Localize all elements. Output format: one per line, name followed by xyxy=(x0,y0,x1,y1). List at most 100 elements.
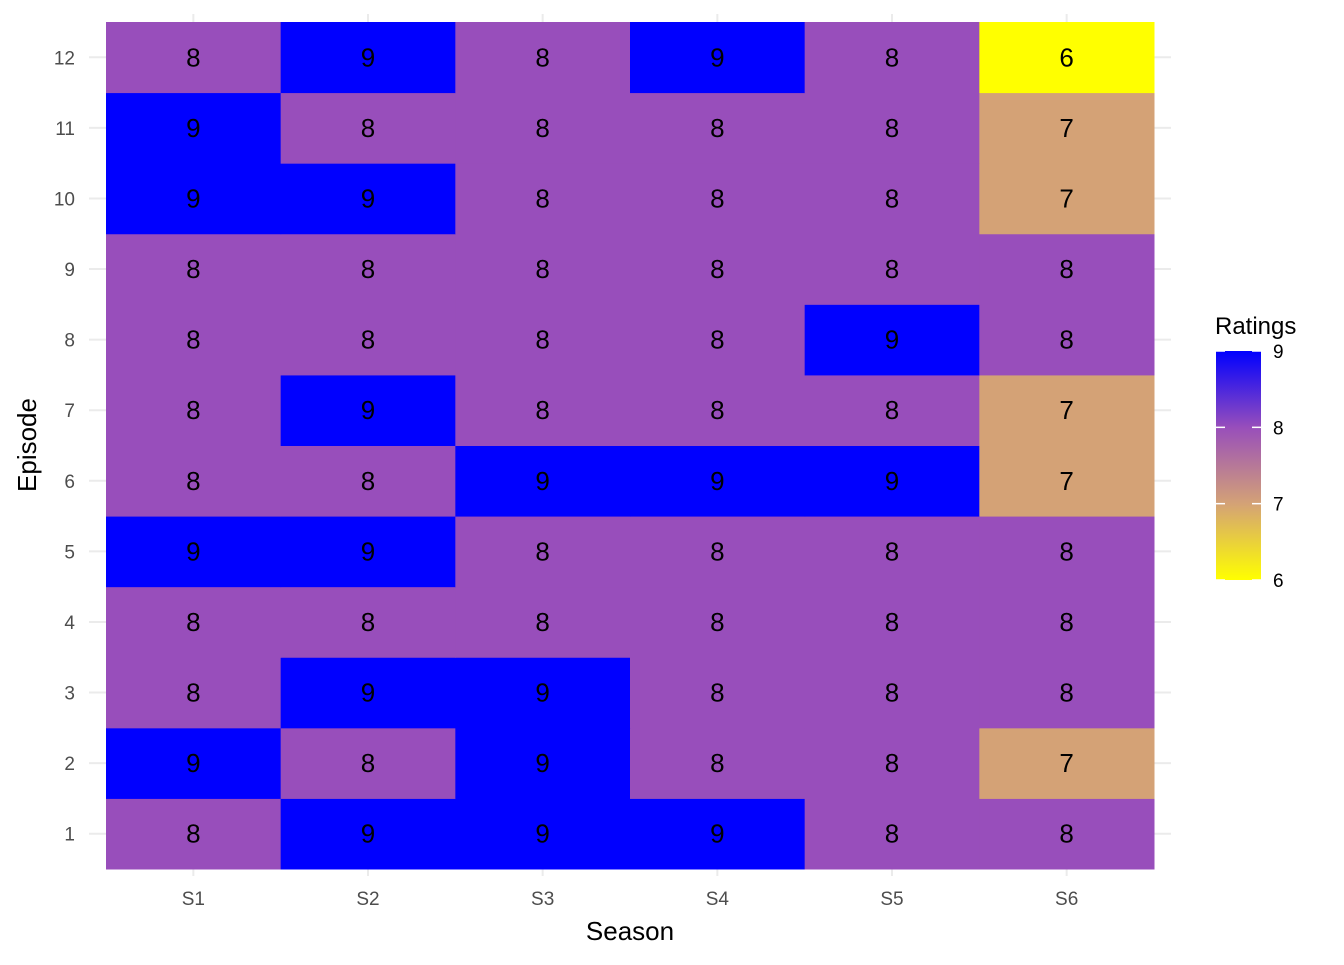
heatmap-cell xyxy=(979,657,1155,729)
legend-tick-label: 7 xyxy=(1273,495,1284,516)
y-tick-label: 2 xyxy=(64,754,75,775)
cell-value-label: 9 xyxy=(361,395,375,425)
heatmap-cell xyxy=(630,586,806,658)
heatmap-cell xyxy=(280,304,456,376)
heatmap-cell xyxy=(804,798,980,870)
heatmap-cell xyxy=(979,22,1155,94)
heatmap-cell xyxy=(630,22,806,94)
cell-value-label: 8 xyxy=(710,748,724,778)
heatmap-cell xyxy=(106,233,282,305)
heatmap-cell xyxy=(979,727,1155,799)
cell-value-label: 8 xyxy=(186,254,200,284)
cell-value-label: 8 xyxy=(1059,536,1073,566)
x-tick-label: S4 xyxy=(706,889,730,910)
cell-value-label: 7 xyxy=(1059,466,1073,496)
heatmap-cell xyxy=(804,92,980,164)
y-tick-label: 10 xyxy=(54,189,75,210)
heatmap-cell xyxy=(630,92,806,164)
heatmap-cell xyxy=(106,727,282,799)
cell-value-label: 8 xyxy=(361,466,375,496)
cell-value-label: 7 xyxy=(1059,113,1073,143)
heatmap-cell xyxy=(979,92,1155,164)
heatmap-cell xyxy=(979,233,1155,305)
cell-value-label: 6 xyxy=(1059,42,1073,72)
cell-value-label: 8 xyxy=(885,536,899,566)
heatmap-cell xyxy=(280,233,456,305)
heatmap-cell xyxy=(804,374,980,446)
x-tick-label: S2 xyxy=(356,889,379,910)
heatmap-cell xyxy=(280,727,456,799)
heatmap-cell xyxy=(804,22,980,94)
heatmap-cell xyxy=(280,92,456,164)
heatmap-cell xyxy=(455,92,631,164)
heatmap-cell xyxy=(280,445,456,517)
heatmap-cell xyxy=(106,445,282,517)
cell-value-label: 9 xyxy=(186,113,200,143)
cell-value-label: 8 xyxy=(885,183,899,213)
cell-value-label: 8 xyxy=(1059,254,1073,284)
legend-tick-label: 8 xyxy=(1273,418,1284,439)
heatmap-cell xyxy=(280,374,456,446)
x-tick-label: S5 xyxy=(880,889,903,910)
heatmap-cell xyxy=(630,445,806,517)
heatmap-cell xyxy=(804,163,980,235)
cell-value-label: 9 xyxy=(361,819,375,849)
heatmap-cell xyxy=(630,163,806,235)
heatmap-cell xyxy=(455,374,631,446)
heatmap-cell xyxy=(979,798,1155,870)
y-tick-label: 8 xyxy=(64,331,75,352)
legend-ticks: 6 7 8 9 xyxy=(1216,342,1284,592)
legend: Ratings 6 7 8 9 xyxy=(1215,313,1296,592)
heatmap-cell xyxy=(804,516,980,588)
heatmap-cell xyxy=(280,163,456,235)
cell-value-label: 8 xyxy=(535,42,549,72)
heatmap-cell xyxy=(455,233,631,305)
cell-value-label: 9 xyxy=(361,536,375,566)
heatmap-cell xyxy=(979,516,1155,588)
heatmap-cell xyxy=(455,445,631,517)
cell-value-label: 8 xyxy=(710,607,724,637)
cell-value-label: 7 xyxy=(1059,395,1073,425)
legend-title: Ratings xyxy=(1215,313,1296,340)
cell-value-label: 9 xyxy=(361,42,375,72)
y-tick-label: 9 xyxy=(64,260,75,281)
heatmap-cell xyxy=(106,657,282,729)
x-tick-label: S3 xyxy=(531,889,554,910)
heatmap-cell xyxy=(804,586,980,658)
heatmap-cell xyxy=(804,445,980,517)
cell-value-label: 9 xyxy=(361,183,375,213)
cell-value-label: 8 xyxy=(1059,325,1073,355)
y-tick-label: 6 xyxy=(64,472,75,493)
heatmap-cell xyxy=(280,586,456,658)
legend-tick-label: 9 xyxy=(1273,342,1284,363)
x-tick-label: S1 xyxy=(182,889,205,910)
cell-value-label: 9 xyxy=(186,748,200,778)
cell-value-label: 8 xyxy=(710,395,724,425)
x-tick-label: S6 xyxy=(1055,889,1078,910)
y-tick-label: 1 xyxy=(64,825,75,846)
heatmap-cell xyxy=(280,22,456,94)
heatmap-cell xyxy=(455,304,631,376)
cell-value-label: 9 xyxy=(535,466,549,496)
cell-value-label: 9 xyxy=(186,536,200,566)
cell-value-label: 8 xyxy=(186,42,200,72)
y-tick-label: 11 xyxy=(55,119,75,140)
cell-value-label: 8 xyxy=(885,819,899,849)
heatmap-cell xyxy=(804,657,980,729)
y-tick-label: 5 xyxy=(64,542,75,563)
cell-value-label: 8 xyxy=(710,183,724,213)
cell-value-label: 8 xyxy=(361,325,375,355)
heatmap-cell xyxy=(630,374,806,446)
x-axis-title: Season xyxy=(586,916,674,946)
heatmap-cell xyxy=(280,798,456,870)
cell-value-label: 8 xyxy=(885,395,899,425)
cell-value-label: 9 xyxy=(535,819,549,849)
heatmap-cell xyxy=(630,657,806,729)
cell-value-label: 8 xyxy=(1059,819,1073,849)
cell-value-label: 8 xyxy=(535,183,549,213)
cell-value-label: 8 xyxy=(186,395,200,425)
y-tick-label: 3 xyxy=(64,684,75,705)
cell-labels: 8 9 9 9 8 8 9 8 9 8 8 7 8 9 9 8 8 8 8 8 8 8 8 8 9 9 8 8 8 8 8 8 9 9 9 7 8 9 8 8… xyxy=(186,42,1074,848)
